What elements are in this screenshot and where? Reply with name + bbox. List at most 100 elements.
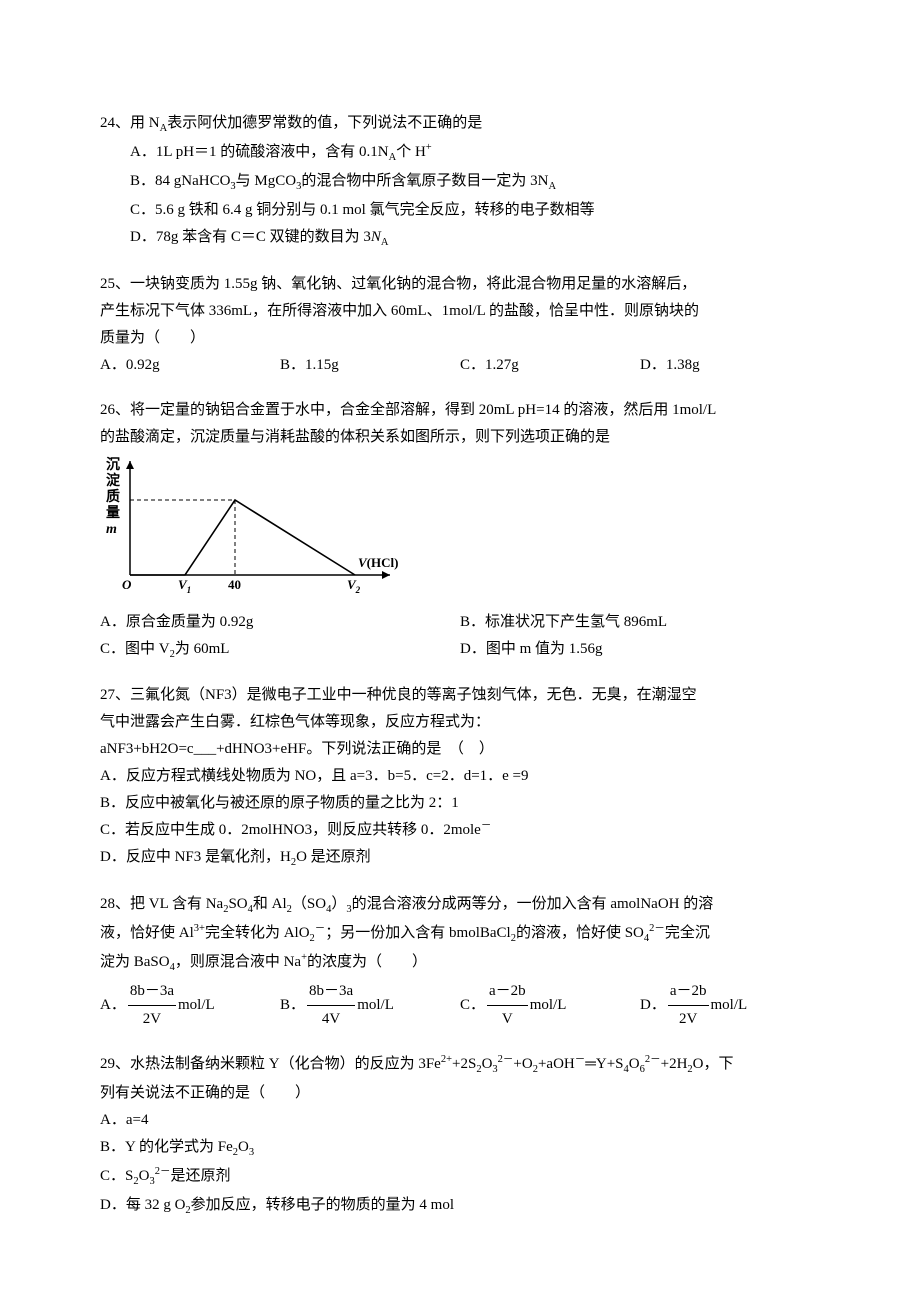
text: 29、水热法制备纳米颗粒 Y（化合物）的反应为 3Fe — [100, 1056, 441, 1072]
chart-origin: O — [122, 577, 132, 592]
q29-optB: B．Y 的化学式为 Fe2O3 — [100, 1134, 820, 1163]
numerator: a－2b — [668, 978, 709, 1006]
sup: 2+ — [441, 1054, 452, 1065]
text-italic: N — [371, 229, 381, 245]
sub: 2 — [310, 933, 315, 944]
unit: mol/L — [178, 997, 215, 1013]
text: ；另一份加入含有 bmolBaCl — [325, 925, 510, 941]
text: 的溶液，恰好使 SO — [516, 925, 644, 941]
text: O，下 — [693, 1056, 734, 1072]
text: 与 MgCO — [236, 173, 296, 189]
q29-line2: 列有关说法不正确的是（ ） — [100, 1080, 820, 1107]
sub: 6 — [640, 1064, 645, 1075]
text: B．84 gNaHCO — [130, 173, 230, 189]
q25-line1: 25、一块钠变质为 1.55g 钠、氧化钠、过氧化钠的混合物，将此混合物用足量的… — [100, 271, 820, 298]
text: （SO — [292, 896, 326, 912]
text: 参加反应，转移电子的物质的量为 4 mol — [191, 1197, 454, 1213]
chart-ylabel-2: 淀 — [106, 472, 121, 489]
text: C．图中 V — [100, 641, 170, 657]
sup: － — [315, 923, 326, 934]
q27-optB: B．反应中被氧化与被还原的原子物质的量之比为 2：1 — [100, 790, 820, 817]
q24-optA: A．1L pH＝1 的硫酸溶液中，含有 0.1NA个 H+ — [100, 139, 820, 168]
text: C．S — [100, 1168, 133, 1184]
q25-options: A．0.92g B．1.15g C．1.27g D．1.38g — [100, 352, 820, 379]
q28-line2: 液，恰好使 Al3+完全转化为 AlO2－；另一份加入含有 bmolBaCl2的… — [100, 920, 820, 949]
question-25: 25、一块钠变质为 1.55g 钠、氧化钠、过氧化钠的混合物，将此混合物用足量的… — [100, 271, 820, 379]
q28-options: A．8b－3a2Vmol/L B．8b－3a4Vmol/L C．a－2bVmol… — [100, 978, 820, 1033]
numerator: 8b－3a — [128, 978, 176, 1006]
text: D．反应中 NF3 是氧化剂，H — [100, 849, 291, 865]
q28-optA: A．8b－3a2Vmol/L — [100, 978, 280, 1033]
q26-optA: A．原合金质量为 0.92g — [100, 609, 460, 636]
sup: 2－ — [498, 1054, 514, 1065]
denominator: 4V — [307, 1006, 355, 1033]
text: SO — [228, 896, 247, 912]
label: C． — [460, 997, 485, 1013]
q28-line3: 淀为 BaSO4，则原混合液中 Na+的浓度为（ ） — [100, 949, 820, 978]
q26-line2: 的盐酸滴定，沉淀质量与消耗盐酸的体积关系如图所示，则下列选项正确的是 — [100, 424, 820, 451]
page: 24、用 NA表示阿伏加德罗常数的值，下列说法不正确的是 A．1L pH＝1 的… — [0, 0, 920, 1302]
sup: － — [481, 820, 492, 831]
sup: 2－ — [645, 1054, 661, 1065]
text: +2H — [661, 1056, 688, 1072]
denominator: V — [487, 1006, 528, 1033]
q26-optD: D．图中 m 值为 1.56g — [460, 636, 820, 665]
question-28: 28、把 VL 含有 Na2SO4和 Al2（SO4）3的混合溶液分成两等分，一… — [100, 891, 820, 1033]
q26-row1: A．原合金质量为 0.92g B．标准状况下产生氢气 896mL — [100, 609, 820, 636]
text: D．78g 苯含有 C＝C 双键的数目为 3 — [130, 229, 371, 245]
q24-stem: 24、用 NA表示阿伏加德罗常数的值，下列说法不正确的是 — [100, 110, 820, 139]
q26-optC: C．图中 V2为 60mL — [100, 636, 460, 665]
text: O 是还原剂 — [296, 849, 371, 865]
chart-x-v1: V1 — [178, 577, 191, 595]
text: O — [139, 1168, 150, 1184]
text: D．每 32 g O — [100, 1197, 185, 1213]
denominator: 2V — [128, 1006, 176, 1033]
chart-y-arrow-icon — [126, 461, 134, 469]
sup: + — [426, 142, 432, 153]
question-29: 29、水热法制备纳米颗粒 Y（化合物）的反应为 3Fe2++2S2O32－+O2… — [100, 1051, 820, 1221]
q28-optB: B．8b－3a4Vmol/L — [280, 978, 460, 1033]
q27-line3: aNF3+bH2O=c___+dHNO3+eHF。下列说法正确的是 （ ） — [100, 736, 820, 763]
chart-ylabel-1: 沉 — [106, 456, 120, 473]
text: A．1L pH＝1 的硫酸溶液中，含有 0.1N — [130, 144, 389, 160]
q28-optC: C．a－2bVmol/L — [460, 978, 640, 1033]
q28-optD: D．a－2b2Vmol/L — [640, 978, 820, 1033]
unit: mol/L — [530, 997, 567, 1013]
fraction: a－2bV — [487, 978, 528, 1033]
chart-ylabel-4: 量 — [106, 505, 120, 521]
q27-line1: 27、三氟化氮（NF3）是微电子工业中一种优良的等离子蚀刻气体，无色．无臭，在潮… — [100, 682, 820, 709]
sup: 2－ — [155, 1166, 171, 1177]
q25-optB: B．1.15g — [280, 352, 460, 379]
q25-optC: C．1.27g — [460, 352, 640, 379]
q29-line1: 29、水热法制备纳米颗粒 Y（化合物）的反应为 3Fe2++2S2O32－+O2… — [100, 1051, 820, 1080]
q24-optB: B．84 gNaHCO3与 MgCO3的混合物中所含氧原子数目一定为 3NA — [100, 168, 820, 197]
q29-optA: A．a=4 — [100, 1107, 820, 1134]
text: O — [482, 1056, 493, 1072]
text: C．若反应中生成 0．2molHNO3，则反应共转移 0．2mole — [100, 822, 481, 838]
label: D． — [640, 997, 666, 1013]
question-26: 26、将一定量的钠铝合金置于水中，合金全部溶解，得到 20mL pH=14 的溶… — [100, 397, 820, 665]
sub: 4 — [644, 933, 649, 944]
sup: 3+ — [194, 923, 205, 934]
q26-chart: 沉 淀 质 量 m O V1 40 V2 V(HCl) — [100, 455, 400, 595]
text: O — [238, 1139, 249, 1155]
chart-x-arrow-icon — [382, 571, 390, 579]
text: ） — [331, 896, 346, 912]
numerator: a－2b — [487, 978, 528, 1006]
fraction: a－2b2V — [668, 978, 709, 1033]
sub: A — [381, 237, 389, 248]
sub: 3 — [149, 1176, 154, 1187]
text: +O — [513, 1056, 532, 1072]
q24-optC: C．5.6 g 铁和 6.4 g 铜分别与 0.1 mol 氯气完全反应，转移的… — [100, 197, 820, 224]
q27-line2: 气中泄露会产生白雾．红棕色气体等现象，反应方程式为： — [100, 709, 820, 736]
q25-optD: D．1.38g — [640, 352, 820, 379]
question-27: 27、三氟化氮（NF3）是微电子工业中一种优良的等离子蚀刻气体，无色．无臭，在潮… — [100, 682, 820, 873]
q25-optA: A．0.92g — [100, 352, 280, 379]
q27-optA: A．反应方程式横线处物质为 NO，且 a=3．b=5．c=2．d=1．e =9 — [100, 763, 820, 790]
text: +2S — [452, 1056, 476, 1072]
q24-optD: D．78g 苯含有 C＝C 双键的数目为 3NA — [100, 224, 820, 253]
text: 24、用 N — [100, 115, 160, 131]
text: 是还原剂 — [170, 1168, 230, 1184]
label: A． — [100, 997, 126, 1013]
q29-optC: C．S2O32－是还原剂 — [100, 1163, 820, 1192]
